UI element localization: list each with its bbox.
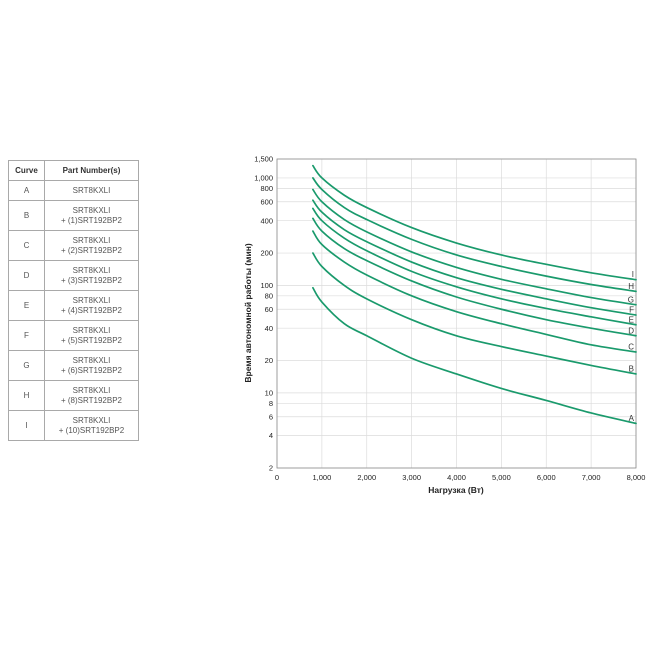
part-number-line: SRT8KXLI (72, 235, 111, 245)
battery-pack-line: + (3)SRT192BP2 (61, 275, 122, 285)
part-number-line: SRT8KXLI (72, 185, 111, 195)
table-row: D SRT8KXLI + (3)SRT192BP2 (8, 260, 139, 291)
table-row: I SRT8KXLI + (10)SRT192BP2 (8, 410, 139, 441)
y-axis-title: Время автономной работы (мин) (243, 243, 253, 382)
y-tick-label: 200 (260, 249, 273, 258)
curve-label-h: H (628, 282, 634, 291)
x-tick-label: 3,000 (402, 473, 421, 482)
curve-cell: I (8, 410, 45, 441)
x-tick-label: 8,000 (627, 473, 646, 482)
series-line-c (312, 230, 637, 353)
series-line-d (312, 217, 637, 337)
table-row: B SRT8KXLI + (1)SRT192BP2 (8, 200, 139, 231)
curve-label-e: E (629, 315, 634, 324)
part-number-line: SRT8KXLI (72, 355, 111, 365)
curve-cell: F (8, 320, 45, 351)
table-row: C SRT8KXLI + (2)SRT192BP2 (8, 230, 139, 261)
battery-pack-line: + (6)SRT192BP2 (61, 365, 122, 375)
series-line-a (312, 286, 637, 425)
curve-cell: C (8, 230, 45, 261)
battery-pack-line: + (5)SRT192BP2 (61, 335, 122, 345)
series-group (312, 164, 637, 425)
curve-label-i: I (632, 270, 634, 279)
part-number-line: SRT8KXLI (72, 385, 111, 395)
curve-label-d: D (628, 326, 634, 335)
y-tick-label: 100 (260, 281, 273, 290)
table-row: A SRT8KXLI (8, 180, 139, 201)
part-number-cell: SRT8KXLI + (5)SRT192BP2 (44, 320, 139, 351)
series-line-b (312, 252, 637, 375)
part-number-line: SRT8KXLI (72, 325, 111, 335)
x-tick-label: 2,000 (357, 473, 376, 482)
series-line-g (312, 188, 637, 306)
y-tick-label: 600 (260, 197, 273, 206)
y-tick-label: 80 (265, 291, 273, 300)
battery-pack-line: + (10)SRT192BP2 (58, 425, 125, 435)
x-axis-title: Нагрузка (Вт) (428, 485, 484, 495)
x-tick-label: 0 (275, 473, 279, 482)
curve-cell: G (8, 350, 45, 381)
y-tick-label: 20 (265, 356, 273, 365)
table-body: A SRT8KXLI B SRT8KXLI + (1)SRT192BP2 C SRT8KXL… (8, 180, 139, 441)
part-numbers-table: Curve Part Number(s) A SRT8KXLI B SRT8KXLI +… (8, 160, 139, 441)
y-tick-label: 6 (269, 412, 273, 421)
grid (276, 158, 637, 469)
x-tick-label: 5,000 (492, 473, 511, 482)
part-number-line: SRT8KXLI (72, 265, 111, 275)
part-number-line: SRT8KXLI (72, 205, 111, 215)
x-tick-label: 4,000 (447, 473, 466, 482)
part-number-cell: SRT8KXLI + (2)SRT192BP2 (44, 230, 139, 261)
curve-label-b: B (629, 364, 634, 373)
y-tick-label: 400 (260, 216, 273, 225)
curve-label-f: F (629, 306, 634, 315)
table-row: E SRT8KXLI + (4)SRT192BP2 (8, 290, 139, 321)
curve-label-c: C (628, 343, 634, 352)
x-axis-ticks: 0 1,000 2,000 3,000 4,000 5,000 6,000 7,000 8,00… (275, 473, 645, 482)
part-number-line: SRT8KXLI (72, 415, 111, 425)
series-line-f (312, 199, 637, 316)
part-number-cell: SRT8KXLI + (6)SRT192BP2 (44, 350, 139, 381)
x-tick-label: 6,000 (537, 473, 556, 482)
series-line-h (312, 177, 637, 293)
y-tick-label: 1,000 (254, 174, 273, 183)
curve-label-g: G (628, 295, 634, 304)
part-number-cell: SRT8KXLI + (10)SRT192BP2 (44, 410, 139, 441)
x-tick-label: 1,000 (312, 473, 331, 482)
table-row: G SRT8KXLI + (6)SRT192BP2 (8, 350, 139, 381)
y-tick-label: 10 (265, 388, 273, 397)
y-tick-label: 1,500 (254, 155, 273, 164)
battery-pack-line: + (4)SRT192BP2 (61, 305, 122, 315)
table-header-row: Curve Part Number(s) (8, 160, 139, 181)
series-line-e (312, 207, 637, 326)
battery-pack-line: + (8)SRT192BP2 (61, 395, 122, 405)
part-number-line: SRT8KXLI (72, 295, 111, 305)
y-tick-label: 4 (269, 431, 273, 440)
x-tick-label: 7,000 (582, 473, 601, 482)
y-tick-label: 40 (265, 324, 273, 333)
plot-frame (276, 158, 637, 469)
y-tick-label: 8 (269, 399, 273, 408)
battery-pack-line: + (2)SRT192BP2 (61, 245, 122, 255)
part-number-cell: SRT8KXLI + (1)SRT192BP2 (44, 200, 139, 231)
y-tick-label: 2 (269, 464, 273, 473)
curve-label-a: A (629, 414, 635, 423)
battery-pack-line: + (1)SRT192BP2 (61, 215, 122, 225)
part-number-cell: SRT8KXLI + (3)SRT192BP2 (44, 260, 139, 291)
curve-cell: E (8, 290, 45, 321)
y-tick-label: 60 (265, 305, 273, 314)
y-tick-label: 800 (260, 184, 273, 193)
series-line-i (312, 164, 637, 281)
table-row: F SRT8KXLI + (5)SRT192BP2 (8, 320, 139, 351)
